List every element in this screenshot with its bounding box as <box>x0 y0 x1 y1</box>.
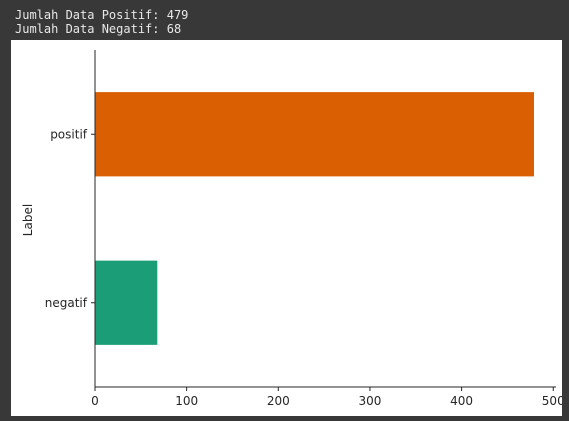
console-line-positive-count: Jumlah Data Positif: 479 <box>15 8 189 22</box>
x-tick-label-400: 400 <box>450 394 473 408</box>
y-axis-label: Label <box>21 204 35 236</box>
x-tick-label-300: 300 <box>358 394 381 408</box>
x-tick-label-100: 100 <box>175 394 198 408</box>
bar-positif <box>95 92 535 177</box>
bar-chart: 0 100 200 300 400 500 negatif positif Label <box>21 50 562 408</box>
y-tick-label-negatif: negatif <box>45 296 88 310</box>
bar-negatif <box>95 260 158 345</box>
x-tick-label-200: 200 <box>267 394 290 408</box>
x-tick-label-0: 0 <box>91 394 99 408</box>
console-line-negative-count: Jumlah Data Negatif: 68 <box>15 22 182 36</box>
y-tick-label-positif: positif <box>50 127 88 141</box>
chart-figure: 0 100 200 300 400 500 negatif positif Label <box>11 40 562 416</box>
x-tick-label-500: 500 <box>542 394 562 408</box>
console-output: Jumlah Data Positif: 479 Jumlah Data Neg… <box>0 0 569 40</box>
